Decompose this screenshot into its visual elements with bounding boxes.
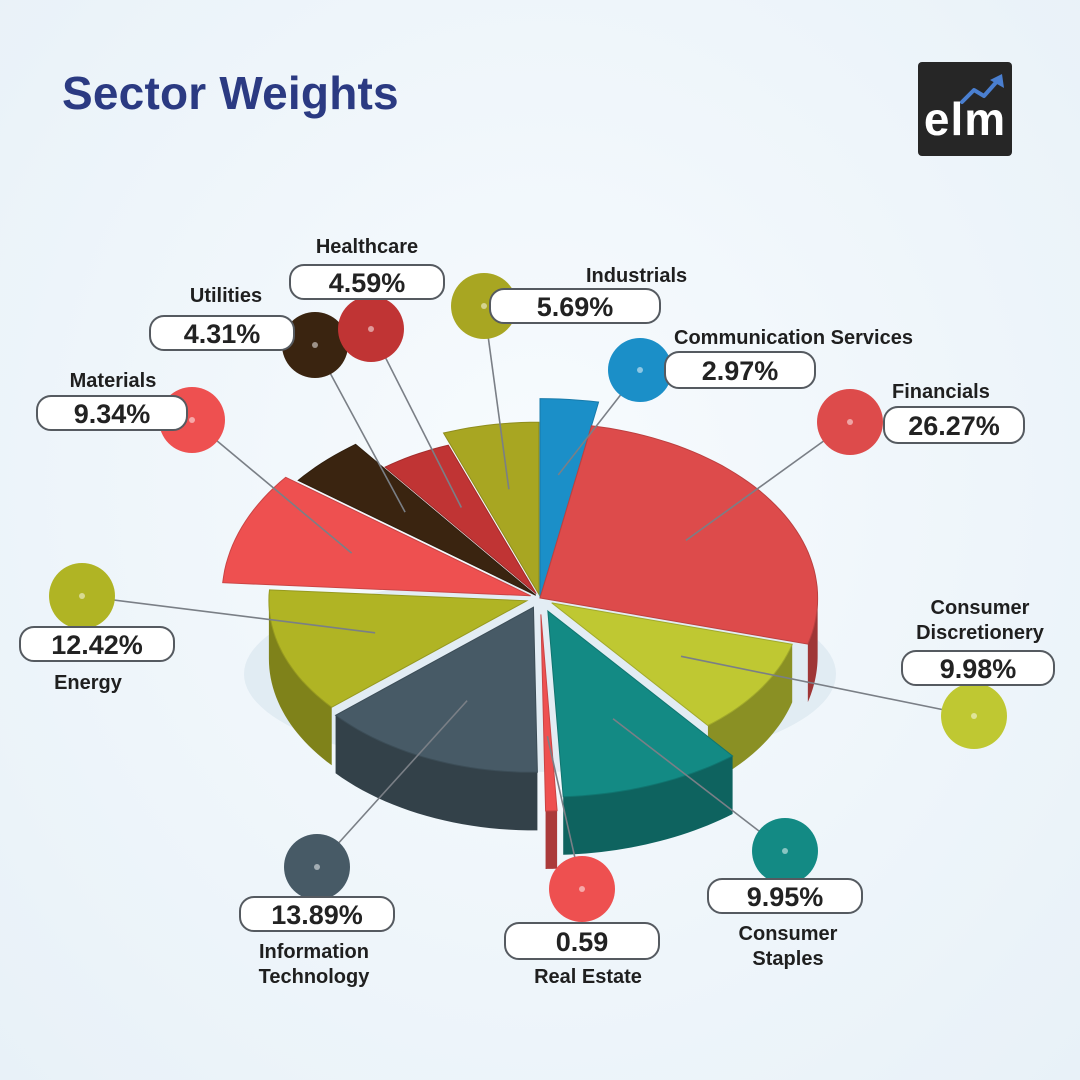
slice-value-label: 0.59 bbox=[556, 927, 609, 957]
value-box bbox=[504, 922, 660, 960]
leader-line bbox=[370, 328, 463, 508]
slice-name-label: Information Technology bbox=[259, 941, 371, 988]
leader-line bbox=[191, 419, 353, 554]
pie-slice-side bbox=[545, 810, 558, 869]
slice-value-label: 9.34% bbox=[74, 399, 151, 429]
leader-dot bbox=[368, 326, 374, 332]
slice-value-label: 2.97% bbox=[702, 356, 779, 386]
pie-slice bbox=[551, 602, 793, 727]
pie-slice bbox=[539, 425, 819, 645]
slice-value-label: 26.27% bbox=[908, 411, 1000, 441]
pie-slice bbox=[384, 444, 537, 594]
pie-slice-side bbox=[807, 598, 818, 703]
value-box bbox=[664, 351, 816, 389]
leader-dot bbox=[481, 303, 487, 309]
leader-dot bbox=[782, 848, 788, 854]
slice-name-label: Communication Services bbox=[674, 327, 913, 349]
value-box bbox=[883, 406, 1025, 444]
slice-name-label: Consumer Staples bbox=[739, 923, 838, 970]
leader-dot bbox=[971, 713, 977, 719]
pie-slice-side bbox=[707, 644, 793, 784]
slice-name-label: Industrials bbox=[586, 265, 687, 287]
slice-name-label: Utilities bbox=[190, 285, 262, 307]
pie-slice bbox=[297, 443, 537, 596]
slice-name-label: Consumer Discretionery bbox=[916, 597, 1045, 644]
leader-line bbox=[81, 595, 376, 634]
leader-line bbox=[316, 700, 468, 868]
value-box bbox=[289, 264, 445, 300]
leader-dot bbox=[847, 419, 853, 425]
slice-value-label: 9.98% bbox=[940, 654, 1017, 684]
value-box bbox=[489, 288, 661, 324]
slice-name-label: Financials bbox=[892, 381, 990, 403]
slice-name-label: Materials bbox=[70, 370, 157, 392]
slice-value-label: 9.95% bbox=[747, 882, 824, 912]
value-box bbox=[149, 315, 295, 351]
page-title: Sector Weights bbox=[62, 67, 399, 119]
slice-name-label: Energy bbox=[54, 672, 123, 694]
slice-name-label: Real Estate bbox=[534, 966, 642, 988]
pie-slice bbox=[442, 421, 540, 597]
value-box bbox=[19, 626, 175, 662]
pie-slice bbox=[222, 476, 531, 597]
leader-dot bbox=[579, 886, 585, 892]
leader-dot bbox=[312, 342, 318, 348]
value-box bbox=[901, 650, 1055, 686]
trend-arrow-icon bbox=[960, 74, 1004, 104]
value-box bbox=[239, 896, 395, 932]
slice-value-label: 12.42% bbox=[51, 630, 143, 660]
leader-line bbox=[680, 655, 975, 717]
slice-value-label: 4.31% bbox=[184, 319, 261, 349]
leader-dot bbox=[637, 367, 643, 373]
leader-dot bbox=[314, 864, 320, 870]
slice-value-label: 4.59% bbox=[329, 268, 406, 298]
pie-slice-side bbox=[563, 755, 733, 855]
elm-logo: elm bbox=[918, 62, 1012, 156]
leader-line bbox=[612, 718, 786, 852]
value-box bbox=[707, 878, 863, 914]
leader-dot bbox=[79, 593, 85, 599]
pie-slice-side bbox=[268, 600, 332, 766]
leader-line bbox=[685, 421, 851, 542]
pie-slice bbox=[547, 609, 734, 798]
pie-slice bbox=[334, 606, 538, 773]
slice-value-label: 13.89% bbox=[271, 900, 363, 930]
logo-text: elm bbox=[923, 93, 1007, 145]
pie-slice bbox=[268, 589, 529, 708]
leader-dot bbox=[189, 417, 195, 423]
value-box bbox=[36, 395, 188, 431]
slice-name-label: Healthcare bbox=[316, 236, 418, 258]
slice-value-label: 5.69% bbox=[537, 292, 614, 322]
